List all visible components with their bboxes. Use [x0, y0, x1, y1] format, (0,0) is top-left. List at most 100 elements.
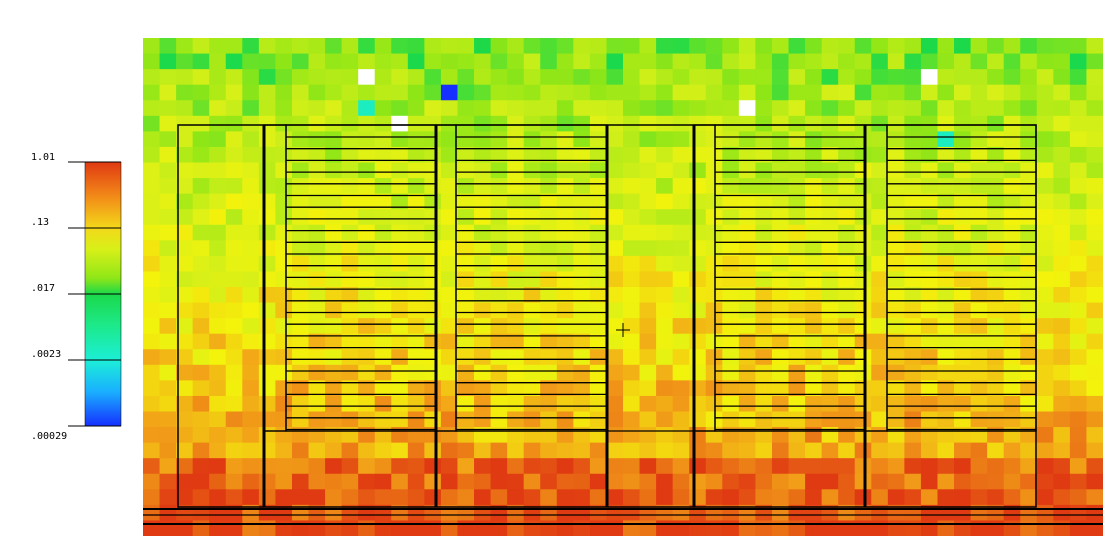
heatmap-cell — [374, 84, 392, 101]
heatmap-cell — [1020, 193, 1038, 210]
heatmap-cell — [143, 333, 161, 350]
heatmap-cell — [606, 442, 624, 459]
heatmap-cell — [374, 100, 392, 117]
heatmap-cell — [573, 53, 591, 70]
heatmap-cell — [507, 146, 525, 164]
heatmap-cell — [391, 271, 409, 288]
heatmap-cell — [1003, 473, 1021, 490]
heatmap-cell — [771, 333, 790, 350]
heatmap-cell — [854, 100, 872, 117]
heatmap-cell — [573, 69, 591, 86]
heatmap-cell — [358, 442, 376, 459]
heatmap-cell — [1086, 271, 1103, 288]
heatmap-cell — [1020, 224, 1038, 241]
heatmap-cell — [358, 178, 376, 195]
heatmap-cell — [341, 395, 359, 413]
heatmap-cell — [954, 380, 972, 397]
heatmap-cell — [507, 193, 525, 210]
heatmap-cell — [573, 411, 591, 428]
heatmap-cell — [225, 240, 243, 257]
heatmap-cell — [689, 271, 707, 288]
heatmap-cell — [689, 224, 707, 241]
heatmap-cell — [1086, 115, 1103, 132]
heatmap-plot[interactable] — [143, 38, 1103, 536]
heatmap-cell — [954, 38, 972, 55]
heatmap-cell — [970, 458, 988, 475]
heatmap-cell — [490, 411, 508, 428]
heatmap-cell — [639, 162, 657, 179]
heatmap-cell — [507, 69, 525, 86]
heatmap-cell — [722, 100, 740, 117]
heatmap-cell — [1003, 302, 1021, 319]
heatmap-cell — [656, 458, 674, 475]
heatmap-cell — [225, 271, 243, 288]
heatmap-cell — [788, 473, 806, 490]
heatmap-cell — [788, 162, 806, 179]
heatmap-cell — [1069, 115, 1088, 132]
heatmap-cell — [143, 427, 161, 444]
heatmap-cell — [771, 349, 790, 366]
heatmap-cell — [457, 84, 475, 101]
heatmap-cell — [738, 255, 757, 273]
heatmap-cell — [1053, 318, 1071, 335]
heatmap-cell — [507, 395, 525, 413]
heatmap-cell — [192, 115, 210, 132]
heatmap-cell — [1053, 209, 1071, 226]
heatmap-cell — [904, 458, 922, 475]
heatmap-cell — [738, 115, 757, 132]
heatmap-cell — [805, 287, 823, 304]
heatmap-cell — [176, 427, 194, 444]
heatmap-cell — [904, 178, 922, 195]
heatmap-cell — [887, 520, 905, 536]
heatmap-cell — [970, 115, 988, 132]
heatmap-cell — [738, 193, 757, 210]
heatmap-cell — [1036, 364, 1054, 381]
heatmap-cell — [159, 38, 177, 55]
heatmap-cell — [722, 380, 740, 397]
heatmap-cell — [1086, 364, 1103, 381]
heatmap-cell — [209, 473, 227, 490]
heatmap-cell — [242, 287, 260, 304]
heatmap-cell — [1086, 84, 1103, 101]
heatmap-cell — [589, 489, 608, 506]
heatmap-cell — [407, 131, 425, 148]
heatmap-cell — [920, 162, 939, 179]
heatmap-cell — [424, 38, 442, 55]
heatmap-cell — [325, 209, 343, 226]
heatmap-cell — [788, 302, 806, 319]
heatmap-cell — [1086, 504, 1103, 522]
heatmap-cell — [937, 53, 955, 70]
heatmap-cell — [540, 178, 558, 195]
heatmap-cell — [225, 489, 243, 506]
heatmap-cell — [440, 520, 459, 536]
heatmap-cell — [1020, 333, 1038, 350]
heatmap-cell — [507, 318, 525, 335]
heatmap-cell — [523, 287, 541, 304]
heatmap-cell — [755, 209, 773, 226]
heatmap-cell — [920, 442, 939, 459]
heatmap-cell — [656, 255, 674, 273]
heatmap-cell — [325, 271, 343, 288]
heatmap-cell — [308, 178, 326, 195]
heatmap-cell — [755, 473, 773, 490]
heatmap-cell — [159, 520, 177, 536]
heatmap-cell — [623, 427, 641, 444]
heatmap-cell — [1003, 380, 1021, 397]
heatmap-cell — [1036, 100, 1054, 117]
heatmap-cell — [805, 442, 823, 459]
heatmap-cell — [1053, 333, 1071, 350]
heatmap-cell — [821, 240, 839, 257]
heatmap-cell — [838, 458, 856, 475]
heatmap-cell — [523, 193, 541, 210]
heatmap-cell — [871, 84, 889, 101]
heatmap-cell — [937, 271, 955, 288]
heatmap-cell — [1086, 146, 1103, 164]
heatmap-cell — [242, 473, 260, 490]
heatmap-cell — [556, 380, 574, 397]
heatmap-cell — [838, 178, 856, 195]
heatmap-cell — [821, 115, 839, 132]
heatmap-cell — [358, 473, 376, 490]
heatmap-cell — [1036, 349, 1054, 366]
heatmap-cell — [771, 489, 790, 506]
heatmap-cell — [1086, 162, 1103, 179]
